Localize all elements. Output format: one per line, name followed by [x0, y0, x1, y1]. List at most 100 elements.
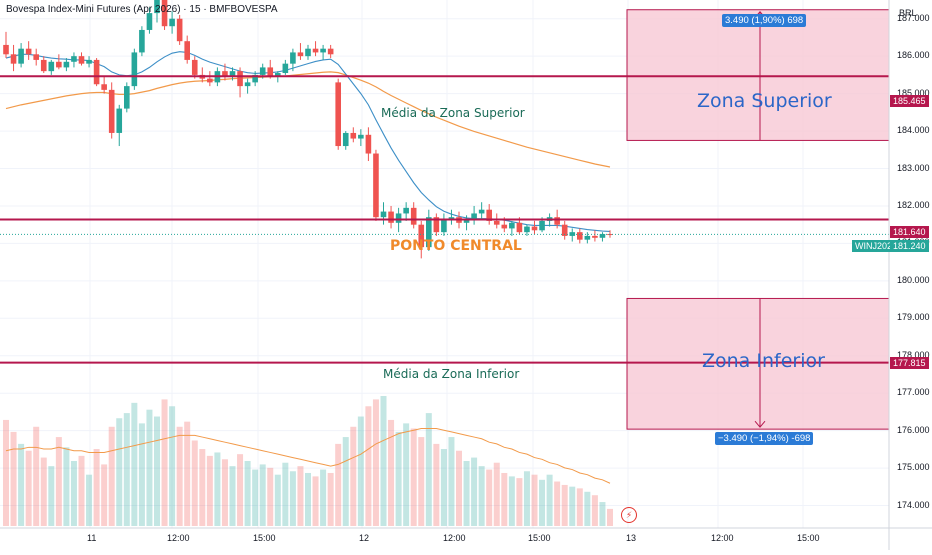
volume-bar — [516, 478, 523, 526]
volume-bar — [584, 491, 591, 526]
candle-body — [139, 29, 145, 53]
annotation-zona-superior[interactable]: Zona Superior — [697, 90, 832, 112]
currency-label[interactable]: BRL — [899, 8, 917, 18]
volume-bar — [425, 413, 432, 526]
candle-body — [108, 89, 115, 133]
volume-bar — [244, 461, 251, 526]
candle-body — [154, 0, 160, 14]
time-tick: 12 — [359, 533, 370, 543]
price-tick: 187.000 — [897, 12, 930, 23]
time-tick: 12:00 — [443, 533, 466, 543]
candle-body — [448, 217, 455, 220]
candle-body — [501, 224, 508, 229]
candle-body — [561, 224, 568, 236]
time-tick: 12:00 — [167, 533, 190, 543]
candle-body — [267, 67, 274, 77]
volume-bar — [40, 457, 47, 526]
candle-body — [509, 222, 515, 229]
price-label-185465: 185.465 — [890, 95, 929, 107]
volume-bar — [335, 443, 342, 526]
time-tick: 15:00 — [797, 533, 820, 543]
measure-arrowhead-down — [754, 420, 766, 428]
candle-body — [365, 134, 372, 154]
candle-body — [403, 207, 409, 214]
candle-body — [493, 220, 500, 225]
volume-bar — [380, 396, 387, 526]
candle-body — [93, 59, 100, 85]
candle-body — [131, 52, 138, 87]
volume-bar — [297, 466, 304, 526]
candle-body — [71, 56, 77, 62]
volume-bar — [146, 409, 153, 526]
candle-body — [25, 48, 32, 55]
price-tick: 175.000 — [897, 462, 930, 473]
annotation-media-superior[interactable]: Média da Zona Superior — [381, 106, 525, 120]
volume-bar — [312, 476, 319, 526]
volume-bar — [131, 402, 138, 526]
volume-bar — [327, 472, 334, 526]
candle-body — [350, 132, 357, 139]
volume-bar — [33, 426, 40, 526]
volume-bar — [365, 406, 372, 526]
volume-bar — [78, 455, 85, 526]
ma-fast-line — [5, 51, 611, 232]
volume-bar — [388, 419, 395, 526]
candle-body — [297, 52, 304, 57]
volume-bar — [440, 449, 447, 526]
volume-bar — [591, 495, 598, 526]
volume-bar — [169, 406, 176, 526]
volume-bar — [501, 472, 508, 526]
volume-bar — [372, 399, 379, 526]
volume-bar — [456, 450, 462, 526]
volume-bar — [259, 464, 266, 526]
last-price-label: 181.240 — [890, 240, 929, 252]
volume-bar — [108, 426, 115, 526]
volume-bar — [55, 437, 62, 526]
candle-body — [524, 226, 530, 233]
volume-bar — [305, 472, 311, 526]
candle-body — [395, 213, 402, 223]
price-tick: 179.000 — [897, 312, 930, 323]
measure-label-up[interactable]: 3.490 (1,90%) 698 — [722, 14, 807, 27]
volume-bar — [320, 469, 327, 526]
volume-bar — [282, 462, 289, 526]
annotation-zona-inferior[interactable]: Zona Inferior — [702, 350, 825, 372]
candle-body — [184, 41, 190, 60]
zone-inferior-rect — [626, 297, 890, 430]
volume-bar — [569, 486, 576, 526]
candle-body — [86, 59, 92, 64]
candle-body — [342, 132, 349, 147]
candle-body — [531, 226, 538, 231]
candle-body — [237, 71, 243, 87]
candle-body — [161, 0, 168, 27]
volume-bar — [154, 416, 160, 526]
volume-bar — [93, 449, 100, 526]
volume-bar — [267, 467, 274, 526]
price-tick: 182.000 — [897, 199, 930, 210]
price-tick: 186.000 — [897, 50, 930, 61]
candle-body — [259, 67, 266, 75]
candle-body — [18, 48, 24, 64]
annotation-ponto-central[interactable]: PONTO CENTRAL — [390, 238, 522, 254]
annotation-media-inferior[interactable]: Média da Zona Inferior — [383, 367, 520, 381]
candle-body — [124, 86, 130, 109]
volume-bar — [546, 474, 553, 526]
time-tick: 11 — [87, 533, 97, 543]
candle-body — [577, 232, 583, 240]
candle-body — [320, 48, 326, 53]
candle-body — [463, 219, 470, 223]
candle-body — [592, 235, 598, 238]
candle-body — [229, 71, 236, 77]
measure-label-down[interactable]: −3.490 (−1,94%) -698 — [715, 432, 814, 445]
flash-icon[interactable]: ⚡ — [621, 507, 637, 523]
candle-body — [169, 18, 175, 27]
candle-layer — [3, 0, 613, 259]
volume-bar — [576, 488, 583, 526]
volume-bar — [561, 484, 568, 526]
volume-bar — [523, 471, 530, 526]
volume-bar — [221, 459, 228, 526]
volume-bar — [342, 437, 349, 526]
candle-body — [305, 48, 311, 57]
